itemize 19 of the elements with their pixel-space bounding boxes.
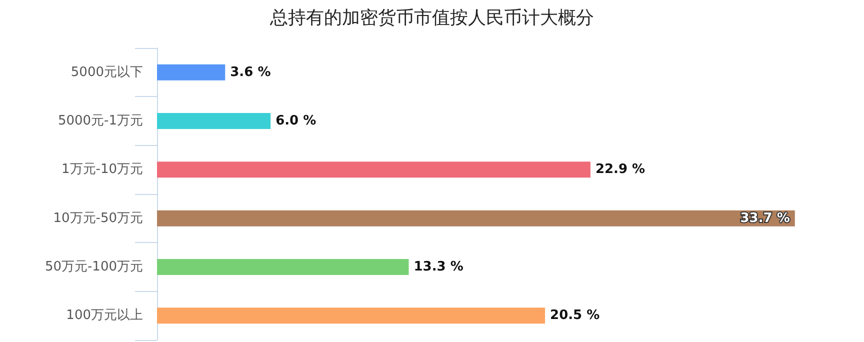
- bar: [157, 64, 226, 80]
- bar: [157, 113, 271, 129]
- data-label: 13.3 %: [414, 260, 464, 274]
- y-tick-label: 5000元-1万元: [58, 114, 143, 128]
- data-label: 33.7 %: [740, 210, 790, 226]
- y-tick-label: 10万元-50万元: [53, 210, 143, 226]
- data-label: 22.9 %: [595, 162, 646, 178]
- bar: [157, 308, 546, 324]
- y-tick-label: 100万元以上: [66, 308, 143, 324]
- data-label: 3.6 %: [230, 64, 271, 80]
- chart-title: 总持有的加密货币市值按人民币计大概分: [269, 8, 594, 28]
- bar: [157, 162, 590, 178]
- data-label: 6.0 %: [276, 114, 316, 128]
- data-label: 20.5 %: [550, 308, 600, 324]
- y-tick-label: 50万元-100万元: [44, 260, 143, 274]
- bar: [157, 259, 409, 275]
- bar: [157, 210, 795, 226]
- y-tick-label: 5000元以下: [70, 64, 143, 80]
- y-tick-label: 1万元-10万元: [61, 162, 143, 178]
